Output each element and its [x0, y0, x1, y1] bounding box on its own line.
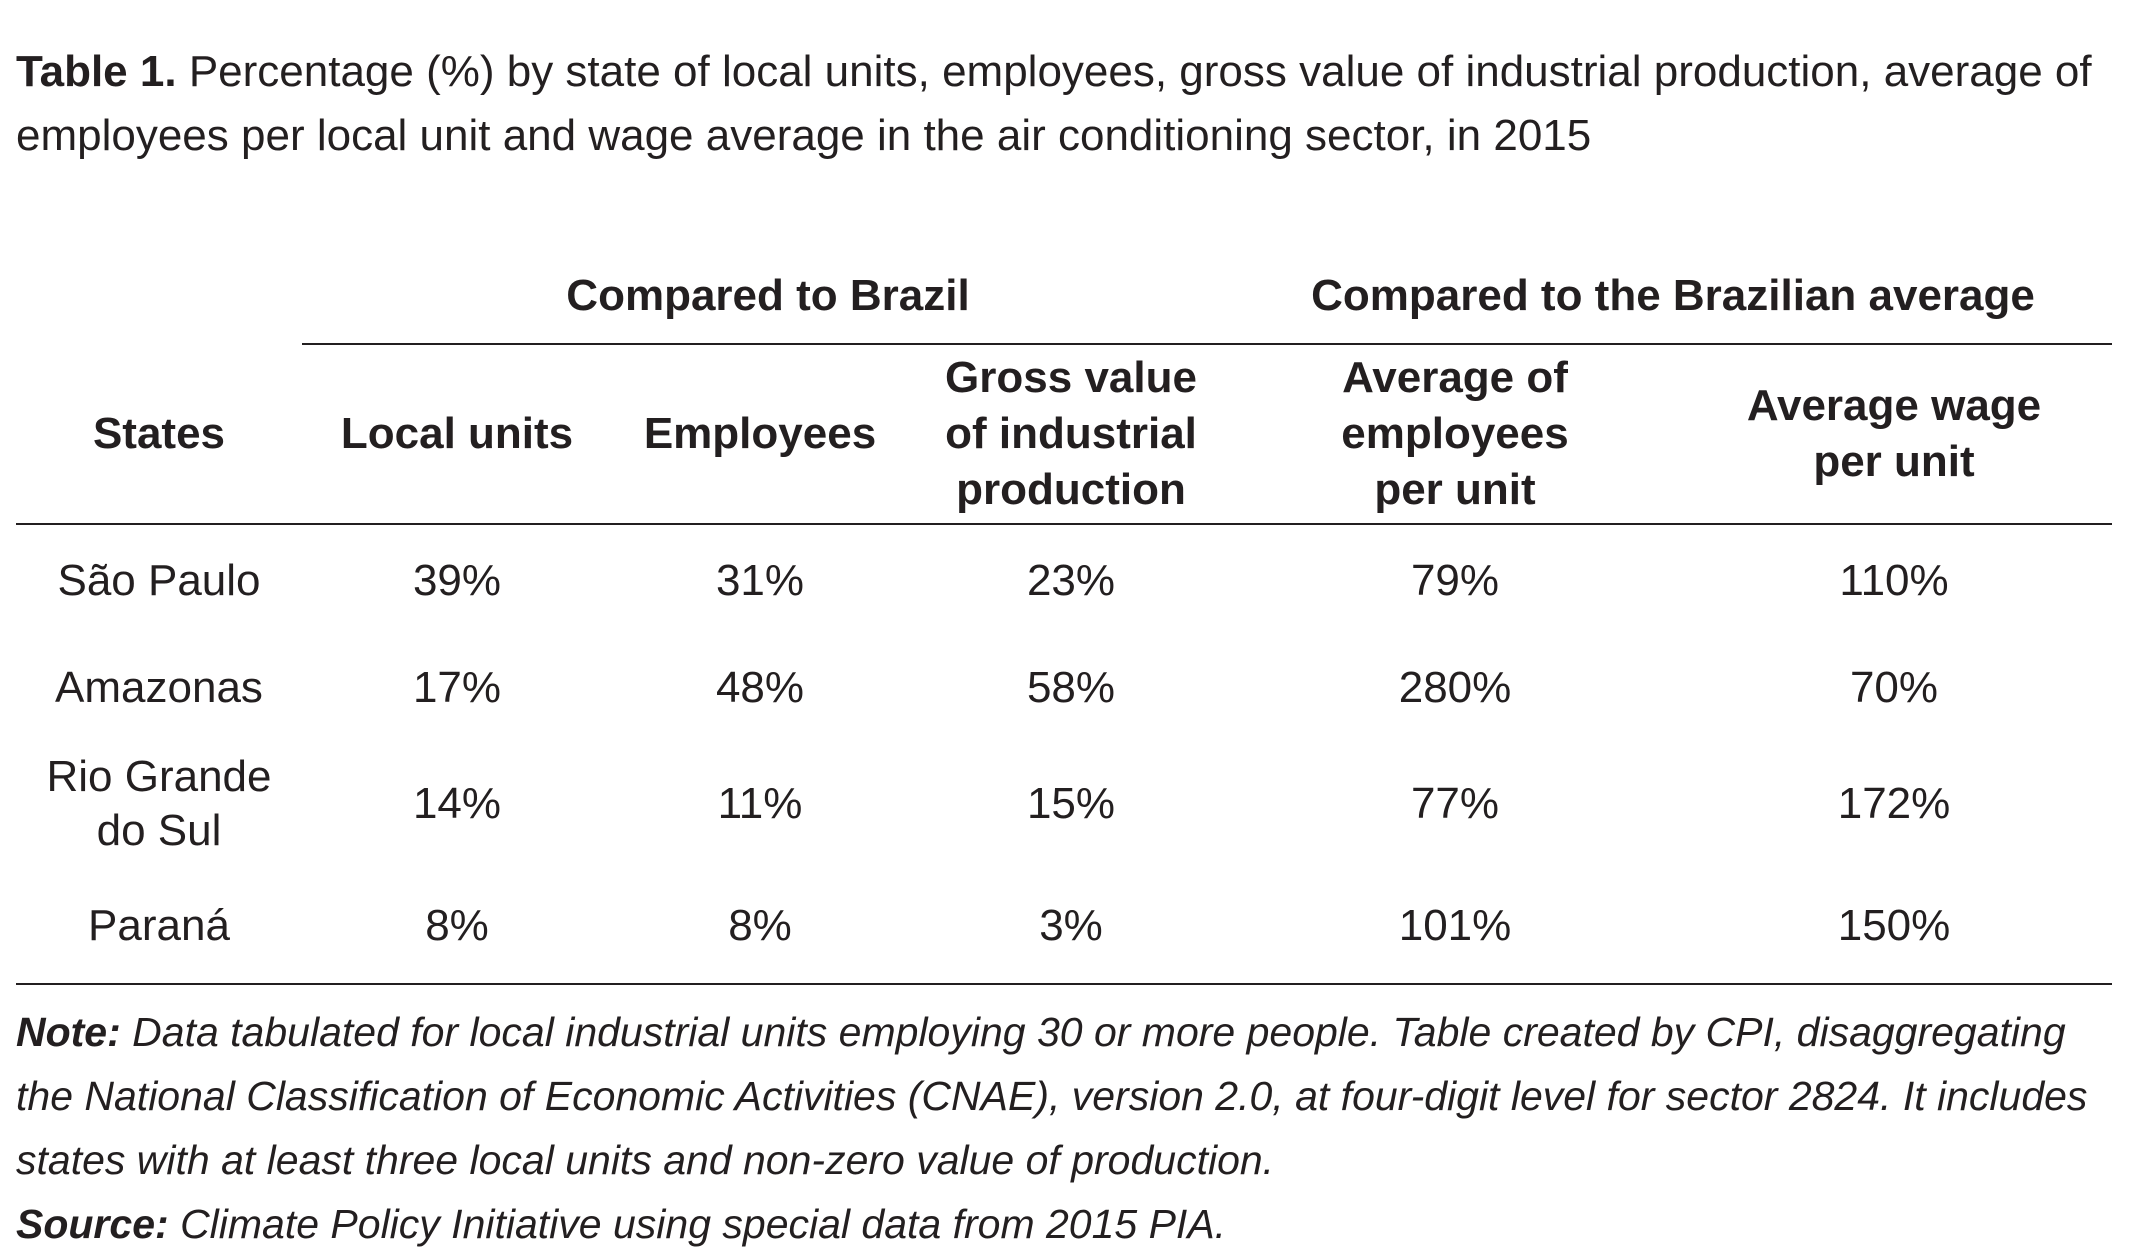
column-header-line: Gross value: [945, 353, 1197, 402]
table-row: São Paulo 39% 31% 23% 79% 110%: [16, 524, 2112, 637]
column-header-employees: Employees: [612, 344, 908, 525]
cell-avg-wage: 110%: [1839, 556, 1949, 605]
column-header-states: States: [16, 344, 302, 525]
cell-state-line: do Sul: [96, 806, 222, 855]
group-header-compared-to-average: Compared to the Brazilian average: [1234, 248, 2112, 345]
cell-state: Rio Grande do Sul: [16, 739, 302, 869]
cell-avg-wage: 70%: [1849, 663, 1939, 712]
column-header-local-units: Local units: [302, 344, 612, 525]
cell-state: São Paulo: [57, 556, 261, 605]
column-header-gross-value: Gross value of industrial production: [908, 344, 1234, 525]
source-label: Source:: [16, 1201, 169, 1247]
column-header-line: per unit: [1813, 437, 1975, 486]
group-header-row: Compared to Brazil Compared to the Brazi…: [16, 248, 2112, 345]
cell-employees: 8%: [612, 869, 908, 985]
cell-avg-employees: 77%: [1410, 779, 1500, 828]
cell-avg-wage: 172%: [1837, 779, 1951, 828]
note-text: Data tabulated for local industrial unit…: [16, 1009, 2088, 1183]
column-header-line: Average wage: [1746, 381, 2042, 430]
cell-avg-employees: 101%: [1234, 869, 1676, 985]
cell-local-units: 14%: [412, 779, 502, 828]
table-notes: Note: Data tabulated for local industria…: [16, 1000, 2112, 1256]
table-caption: Table 1. Percentage (%) by state of loca…: [16, 40, 2112, 168]
group-header-compared-to-brazil: Compared to Brazil: [302, 248, 1234, 345]
column-header-line: employees: [1341, 409, 1569, 458]
document-page: Table 1. Percentage (%) by state of loca…: [16, 40, 2112, 1247]
cell-gross-value: 15%: [1026, 779, 1116, 828]
cell-avg-employees: 280%: [1398, 663, 1512, 712]
column-header-line: per unit: [1374, 465, 1536, 514]
caption-text: Percentage (%) by state of local units, …: [16, 47, 2092, 160]
note-paragraph: Note: Data tabulated for local industria…: [16, 1000, 2112, 1192]
cell-gross-value: 58%: [1026, 663, 1116, 712]
column-header-row: States Local units Employees Gross value…: [16, 344, 2112, 525]
cell-avg-employees: 79%: [1410, 556, 1500, 605]
cell-state: Amazonas: [55, 663, 263, 712]
cell-gross-value: 3%: [908, 869, 1234, 985]
column-header-avg-wage: Average wage per unit: [1676, 344, 2112, 525]
cell-avg-wage: 150%: [1676, 869, 2112, 985]
cell-gross-value: 23%: [1026, 556, 1116, 605]
column-header-avg-employees: Average of employees per unit: [1234, 344, 1676, 525]
cell-local-units: 39%: [412, 556, 502, 605]
cell-local-units: 17%: [412, 663, 502, 712]
cell-state-line: Rio Grande: [46, 752, 272, 801]
table-row: Paraná 8% 8% 3% 101% 150%: [16, 869, 2112, 985]
cell-state: Paraná: [16, 869, 302, 985]
column-header-line: production: [956, 465, 1186, 514]
cell-local-units: 8%: [302, 869, 612, 985]
cell-employees: 11%: [717, 779, 803, 828]
source-text: Climate Policy Initiative using special …: [180, 1201, 1227, 1247]
source-paragraph: Source: Climate Policy Initiative using …: [16, 1192, 2112, 1256]
cell-employees: 31%: [715, 556, 805, 605]
data-table: Compared to Brazil Compared to the Brazi…: [16, 248, 2112, 985]
group-header-spacer: [16, 248, 302, 344]
note-label: Note:: [16, 1009, 121, 1055]
table-row: Amazonas 17% 48% 58% 280% 70%: [16, 637, 2112, 739]
cell-employees: 48%: [715, 663, 805, 712]
table-row: Rio Grande do Sul 14% 11% 15% 77% 172%: [16, 739, 2112, 869]
caption-label: Table 1.: [16, 47, 177, 96]
column-header-line: Average of: [1342, 353, 1568, 402]
column-header-line: of industrial: [945, 409, 1197, 458]
